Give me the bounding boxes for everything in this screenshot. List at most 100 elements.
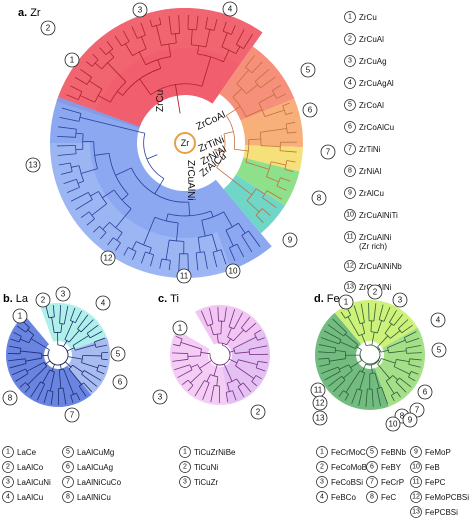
tree-branch <box>245 161 270 170</box>
tree-branch <box>209 308 214 325</box>
callout-number: 3 <box>61 290 66 299</box>
tree-branch <box>329 358 346 362</box>
tree-branch <box>328 375 343 387</box>
panel-zr: a. Zr Zr ZrCu ZrCoAl ZrTiNi ZrNiAl ZrAlCu… <box>18 1 402 293</box>
tree-branch <box>9 363 27 369</box>
la-legend: 1 LaCe 2 LaAlCo 3 LaAlCuNi 4 LaAlCu 5 LaAlCuMg 6 La… <box>2 446 122 503</box>
tree-branch <box>156 25 162 46</box>
zr-sectors-band <box>235 157 300 206</box>
tree-branch <box>70 192 89 202</box>
tree-branch <box>132 251 137 260</box>
tree-branch <box>393 366 411 375</box>
tree-branch <box>353 305 361 324</box>
tree-branch <box>30 338 50 351</box>
legend-number: 12 <box>346 263 354 270</box>
callout-number: 11 <box>314 386 323 395</box>
tree-branch <box>63 368 74 395</box>
legend-number-circle <box>344 281 356 293</box>
tree-branch <box>60 323 63 333</box>
tree-branch <box>232 88 243 98</box>
tree-branch <box>85 61 93 67</box>
tree-branch <box>115 167 132 176</box>
tree-branch <box>254 68 270 82</box>
tree-arc <box>395 377 400 383</box>
legend-number-circle <box>179 446 191 458</box>
tree-branch <box>266 190 283 200</box>
tree-branch <box>80 68 92 78</box>
tree-branch <box>376 388 381 407</box>
tree-branch <box>344 393 349 401</box>
legend-number: 3 <box>183 479 187 486</box>
tree-branch <box>384 323 392 334</box>
la-dendrogram <box>8 305 108 406</box>
legend-number-circle <box>344 187 356 199</box>
panel-la: b. La 1 2 3 4 5 6 7 8 1 LaCe 2 LaAlCo 3 LaAlCuNi 4 LaAl… <box>2 286 128 503</box>
tree-branch <box>190 364 198 368</box>
tree-arc <box>236 44 244 49</box>
legend-number: 7 <box>370 479 374 486</box>
tree-arc <box>28 334 35 343</box>
tree-branch <box>165 240 170 260</box>
ti-dendrogram <box>172 307 269 404</box>
legend-number: 13 <box>412 509 420 516</box>
legend-number-circle <box>366 476 378 488</box>
tree-branch <box>262 197 277 208</box>
tree-branch <box>210 210 214 218</box>
tree-branch <box>234 148 249 152</box>
tree-branch <box>287 131 297 134</box>
tree-branch <box>91 203 107 216</box>
tree-branch <box>220 321 222 334</box>
tree-branch <box>68 368 82 385</box>
tree-branch <box>182 379 189 386</box>
tree-branch <box>74 310 82 323</box>
tree-branch <box>396 391 401 398</box>
legend-label: LaCe <box>17 448 37 457</box>
tree-branch <box>58 162 71 166</box>
tree-branch <box>10 338 20 343</box>
callout-circle <box>64 52 80 68</box>
tree-branch <box>405 344 422 349</box>
legend-number: 6 <box>370 464 374 471</box>
legend-label: FePCBSi <box>425 508 458 517</box>
legend-label: ZrCuAgAl <box>359 79 394 88</box>
tree-branch <box>125 43 133 56</box>
tree-branch <box>60 171 73 175</box>
callout-number: 5 <box>306 66 311 75</box>
tree-branch <box>232 390 237 401</box>
tree-branch <box>211 234 218 252</box>
callout-circle <box>64 407 80 423</box>
tree-branch <box>57 135 76 138</box>
tree-branch <box>107 62 127 83</box>
tree-branch <box>199 360 212 369</box>
tree-branch <box>51 364 55 372</box>
legend-label: TiCuNi <box>194 463 218 472</box>
tree-arc <box>81 370 85 375</box>
ti-callouts: 1 2 3 <box>152 320 266 420</box>
legend-label: ZrCoAlCu <box>359 123 394 132</box>
tree-branch <box>335 350 346 353</box>
legend-label: FeB <box>425 463 440 472</box>
tree-branch <box>150 254 155 267</box>
legend-label: ZrCuAlNi <box>359 233 392 242</box>
callout-number: 4 <box>228 5 233 14</box>
callout-number: 7 <box>326 148 331 157</box>
tree-branch <box>343 369 353 379</box>
tree-branch <box>188 202 191 216</box>
callout-circle <box>35 292 51 308</box>
tree-arc <box>70 320 76 324</box>
legend-label: ZrTiNi <box>359 145 381 154</box>
tree-arc <box>99 225 107 233</box>
tree-branch <box>190 29 193 45</box>
legend-number: 4 <box>6 494 10 501</box>
legend-label-sub: (Zr rich) <box>359 242 387 251</box>
tree-branch <box>168 15 172 35</box>
tree-branch <box>27 329 34 336</box>
fe-sectors-band <box>314 312 389 410</box>
tree-branch <box>8 358 26 362</box>
zr-dendrogram <box>57 15 297 271</box>
tree-branch <box>70 307 76 321</box>
callout-circle <box>312 410 328 426</box>
tree-branch <box>318 351 336 354</box>
callout-circle <box>132 2 148 18</box>
